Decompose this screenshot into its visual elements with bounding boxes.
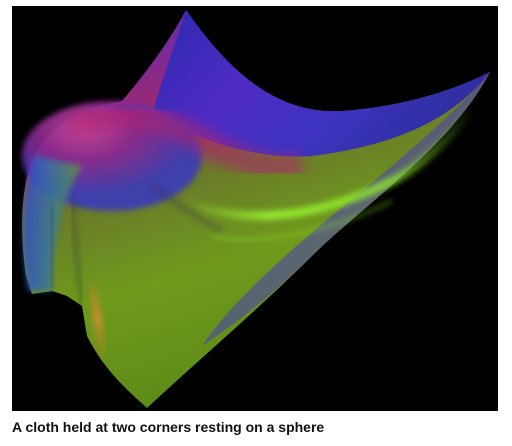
- crease: [150, 183, 224, 234]
- figure-caption: A cloth held at two corners resting on a…: [12, 419, 325, 435]
- cloth-upper-fold: [152, 10, 490, 157]
- crease: [48, 205, 56, 292]
- cloth-render: [22, 10, 491, 408]
- magenta-band: [67, 102, 305, 181]
- orange-fold: [86, 275, 108, 362]
- cloth-right-sheet: [202, 72, 490, 346]
- green-highlight: [180, 103, 478, 221]
- rendered-cloth-image: [12, 6, 498, 411]
- crease: [69, 195, 85, 307]
- green-highlight-secondary: [211, 199, 393, 242]
